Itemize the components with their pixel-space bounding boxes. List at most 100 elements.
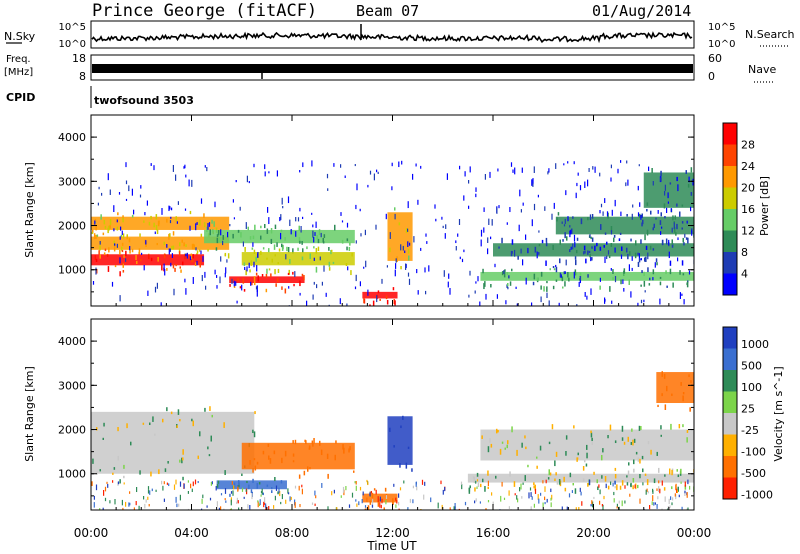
velocity-cell bbox=[646, 488, 648, 492]
power-cell bbox=[179, 242, 181, 247]
velocity-cell bbox=[309, 467, 311, 470]
power-cell bbox=[674, 226, 676, 233]
colorbar-frame bbox=[722, 326, 738, 500]
velocity-cell bbox=[574, 488, 577, 494]
power-cell bbox=[253, 163, 255, 168]
velocity-cell bbox=[92, 458, 94, 464]
power-cell bbox=[104, 225, 107, 229]
power-cell bbox=[683, 242, 685, 246]
power-cell bbox=[186, 252, 188, 259]
power-cell bbox=[673, 222, 675, 230]
power-cell bbox=[94, 218, 97, 223]
velocity-cell bbox=[411, 468, 413, 472]
power-cell bbox=[630, 238, 632, 242]
colorbar-segment bbox=[723, 273, 737, 295]
velocity-cell bbox=[586, 444, 588, 450]
power-band-2 bbox=[91, 248, 205, 277]
power-cell bbox=[570, 246, 572, 250]
power-cell bbox=[96, 268, 98, 274]
velocity-cell bbox=[399, 487, 402, 491]
velocity-cell bbox=[253, 431, 256, 438]
velocity-cell bbox=[601, 504, 603, 507]
power-cell bbox=[549, 268, 551, 271]
power-cell bbox=[672, 282, 674, 288]
power-cell bbox=[200, 233, 203, 237]
power-cell bbox=[178, 248, 181, 254]
power-cell bbox=[140, 259, 142, 262]
velocity-cell bbox=[290, 496, 292, 500]
power-cell bbox=[609, 286, 611, 292]
power-cell bbox=[288, 286, 290, 289]
power-cell bbox=[287, 272, 290, 276]
velocity-cell bbox=[220, 493, 223, 496]
power-cell bbox=[312, 230, 314, 238]
velocity-cell bbox=[197, 455, 199, 459]
power-cell bbox=[463, 249, 465, 253]
velocity-cell bbox=[556, 481, 559, 485]
power-cell bbox=[389, 232, 391, 239]
power-cell bbox=[475, 281, 477, 284]
power-cell bbox=[129, 246, 131, 251]
power-cell bbox=[587, 217, 589, 221]
power-cell bbox=[295, 231, 297, 237]
power-cell bbox=[248, 262, 250, 269]
power-cell bbox=[541, 239, 544, 244]
power-cell bbox=[103, 252, 106, 256]
power-cell bbox=[125, 180, 128, 185]
power-cell bbox=[592, 166, 594, 170]
power-cell bbox=[255, 256, 257, 262]
power-cell bbox=[498, 246, 500, 249]
velocity-cell bbox=[143, 496, 145, 500]
velocity-cell bbox=[334, 454, 336, 461]
power-cell bbox=[576, 249, 578, 254]
velocity-cell bbox=[485, 508, 487, 510]
power-cell bbox=[122, 215, 124, 220]
power-cell bbox=[561, 221, 563, 224]
velocity-cell bbox=[668, 498, 670, 505]
power-cell bbox=[559, 239, 561, 245]
velocity-cell bbox=[202, 494, 204, 499]
power-cell bbox=[173, 288, 175, 296]
velocity-cell bbox=[251, 493, 253, 500]
power-cell bbox=[464, 171, 466, 177]
power-cell bbox=[131, 248, 134, 253]
power-cell bbox=[257, 252, 259, 258]
power-cell bbox=[270, 238, 273, 245]
power-cell bbox=[679, 270, 681, 275]
velocity-cell bbox=[103, 422, 105, 427]
power-cell bbox=[191, 260, 193, 263]
velocity-cell bbox=[287, 488, 289, 494]
power-cell bbox=[328, 261, 331, 267]
velocity-cell bbox=[680, 382, 682, 386]
power-cell bbox=[136, 260, 138, 264]
power-cell bbox=[306, 300, 308, 306]
velocity-cell bbox=[603, 495, 605, 500]
power-cell bbox=[341, 220, 344, 223]
power-cell bbox=[600, 224, 602, 230]
power-cell bbox=[285, 254, 287, 260]
power-cell bbox=[98, 186, 100, 190]
velocity-cell bbox=[364, 508, 367, 510]
velocity-cell bbox=[604, 476, 607, 482]
power-cell bbox=[284, 288, 287, 294]
power-cell bbox=[496, 207, 498, 214]
velocity-cell bbox=[690, 380, 692, 384]
power-cell bbox=[354, 164, 356, 167]
power-cell bbox=[376, 169, 378, 173]
power-cell bbox=[156, 243, 158, 246]
power-cell bbox=[637, 261, 640, 267]
power-cell bbox=[643, 280, 646, 287]
power-cell bbox=[301, 256, 304, 261]
power-cell bbox=[652, 248, 655, 251]
power-cell bbox=[318, 229, 321, 236]
colorbar-segment bbox=[723, 370, 737, 392]
power-cell bbox=[170, 216, 172, 219]
velocity-cell bbox=[257, 500, 259, 503]
velocity-cell bbox=[590, 504, 592, 507]
velocity-cell bbox=[633, 468, 635, 473]
velocity-cell bbox=[398, 508, 400, 510]
power-cell bbox=[553, 268, 556, 271]
nsearch-tick-bottom: 10^0 bbox=[708, 39, 735, 50]
velocity-cell bbox=[238, 507, 240, 510]
velocity-cell bbox=[558, 479, 561, 485]
